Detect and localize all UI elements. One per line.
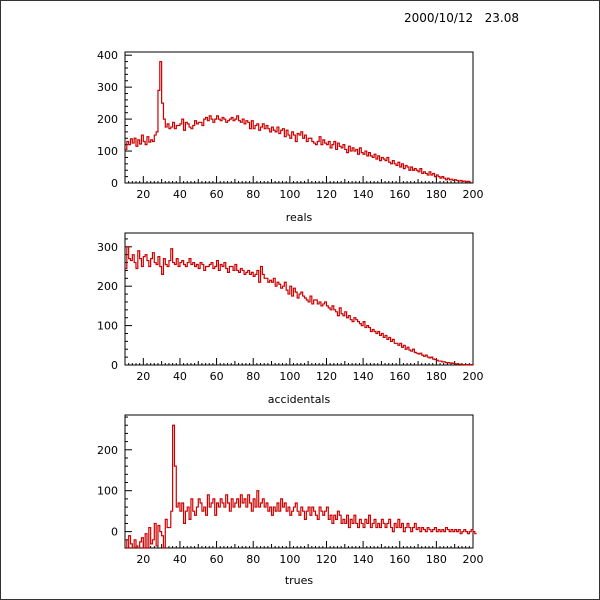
x-tick-label: 40 — [173, 188, 187, 201]
x-tick-label: 100 — [279, 370, 300, 383]
x-tick-label: 160 — [389, 188, 410, 201]
y-tick-label: 100 — [97, 485, 118, 498]
y-tick-label: 300 — [97, 81, 118, 94]
x-axis-title: reals — [286, 211, 313, 224]
y-tick-label: 0 — [111, 526, 118, 539]
plot-frame — [124, 232, 474, 366]
x-tick-label: 100 — [279, 188, 300, 201]
plot-frame — [124, 414, 474, 549]
x-tick-label: 80 — [246, 553, 260, 566]
x-tick-label: 120 — [316, 553, 337, 566]
timestamp: 2000/10/12 23.08 — [404, 11, 519, 25]
x-tick-label: 200 — [463, 370, 484, 383]
x-tick-label: 140 — [353, 188, 374, 201]
x-tick-label: 80 — [246, 370, 260, 383]
x-tick-label: 60 — [210, 188, 224, 201]
histogram-panel-1: 20 40 60 80 100 120 140 160 180 200 0 100 200 300 400 r… — [97, 49, 484, 224]
y-tick-label: 400 — [97, 49, 118, 62]
x-tick-label: 20 — [136, 370, 150, 383]
x-tick-label: 100 — [279, 553, 300, 566]
histogram-series — [125, 246, 473, 366]
histogram-series — [125, 60, 472, 183]
x-tick-label: 180 — [426, 188, 447, 201]
histogram-panel-2: 20 40 60 80 100 120 140 160 180 200 0 100 200 300 acci… — [97, 232, 484, 406]
x-axis-title: trues — [285, 574, 314, 587]
x-tick-label: 160 — [389, 553, 410, 566]
y-tick-label: 200 — [97, 280, 118, 293]
x-tick-label: 40 — [173, 370, 187, 383]
x-tick-label: 120 — [316, 188, 337, 201]
x-tick-label: 200 — [463, 188, 484, 201]
x-tick-label: 140 — [353, 370, 374, 383]
plot-frame — [124, 51, 474, 184]
x-tick-label: 40 — [173, 553, 187, 566]
y-tick-label: 300 — [97, 241, 118, 254]
x-tick-label: 180 — [426, 370, 447, 383]
y-tick-label: 100 — [97, 320, 118, 333]
y-tick-label: 200 — [97, 113, 118, 126]
x-tick-label: 160 — [389, 370, 410, 383]
x-tick-label: 120 — [316, 370, 337, 383]
x-tick-label: 20 — [136, 188, 150, 201]
x-tick-label: 200 — [463, 553, 484, 566]
y-tick-label: 0 — [111, 359, 118, 372]
x-tick-label: 140 — [353, 553, 374, 566]
y-tick-label: 100 — [97, 145, 118, 158]
x-tick-label: 20 — [136, 553, 150, 566]
x-tick-label: 60 — [210, 370, 224, 383]
x-tick-label: 180 — [426, 553, 447, 566]
x-tick-label: 80 — [246, 188, 260, 201]
x-tick-label: 60 — [210, 553, 224, 566]
histogram-series — [125, 424, 477, 549]
y-tick-label: 0 — [111, 177, 118, 190]
x-axis-title: accidentals — [268, 393, 331, 406]
y-tick-label: 200 — [97, 444, 118, 457]
histogram-panel-3: 20 40 60 80 100 120 140 160 180 200 0 100 200 trues — [97, 414, 484, 587]
